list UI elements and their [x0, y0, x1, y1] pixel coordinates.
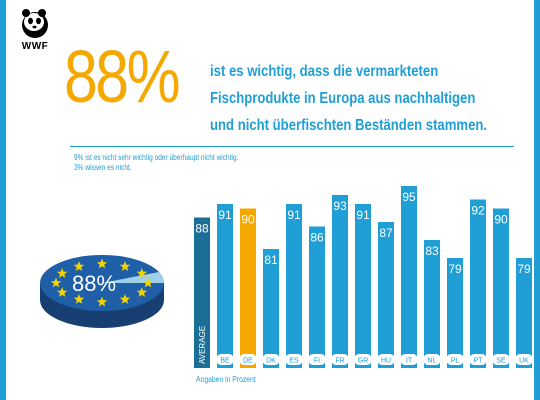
- note-dont-know: 3% wissen es nicht.: [74, 163, 132, 172]
- tick-pill-es: [285, 354, 303, 365]
- eu-star-icon: [136, 268, 148, 278]
- tick-pill-hu: [377, 354, 395, 365]
- bar-be: [217, 204, 233, 368]
- bar-pl: [447, 258, 463, 368]
- tick-pill-gr: [354, 354, 372, 365]
- tick-label-pt: PT: [474, 358, 484, 365]
- bar-value-pt: 92: [471, 204, 485, 218]
- eu-star-icon: [119, 261, 131, 271]
- bar-uk: [516, 258, 532, 368]
- panda-icon: [22, 9, 48, 38]
- tick-label-uk: UK: [519, 358, 529, 365]
- tick-pill-it: [400, 354, 418, 365]
- tick-pill-uk: [515, 354, 533, 365]
- bar-value-fr: 93: [333, 199, 347, 213]
- headline-text: ist es wichtig, dass die vermarkteten Fi…: [210, 58, 488, 139]
- eu-star-icon: [73, 261, 85, 271]
- bar-value-es: 91: [287, 208, 301, 222]
- bar-se: [493, 208, 509, 368]
- tick-pill-pt: [469, 354, 487, 365]
- bar-value-hu: 87: [379, 226, 393, 240]
- tick-pill-se: [492, 354, 510, 365]
- tick-label-fi: FI: [314, 358, 320, 365]
- bar-series: 88 AVERAGE 91 BE 90 DE 81 DK 91 ES 86 FI 93 FR 91 GR 87 H…: [194, 186, 533, 368]
- tick-label-be: BE: [220, 358, 230, 365]
- tick-label-dk: DK: [266, 358, 276, 365]
- bar-nl: [424, 240, 440, 368]
- bar-de: [240, 208, 256, 368]
- tick-pill-pl: [446, 354, 464, 365]
- bar-value-gr: 91: [356, 208, 370, 222]
- bar-hu: [378, 222, 394, 368]
- eu-star-icon: [56, 287, 68, 297]
- tick-pill-de: [239, 354, 257, 365]
- bar-dk: [263, 249, 279, 368]
- pie-label: 88%: [72, 271, 116, 296]
- bar-value-nl: 83: [425, 244, 439, 258]
- tick-pill-be: [216, 354, 234, 365]
- headline-line-2: Fischprodukte in Europa aus nachhaltigen: [210, 90, 476, 107]
- tick-label-gr: GR: [358, 358, 369, 365]
- wwf-logo: WWF: [18, 6, 52, 52]
- tick-label-nl: NL: [428, 358, 437, 365]
- tick-pill-fr: [331, 354, 349, 365]
- headline-percentage: 88%: [64, 35, 181, 118]
- source-label: Angaben in Prozent: [196, 375, 256, 384]
- eu-star-icon: [50, 277, 62, 288]
- tick-label-it: IT: [406, 358, 413, 365]
- eu-star-icon: [96, 258, 108, 269]
- bar-value-de: 90: [241, 213, 255, 227]
- eu-star-icon: [142, 277, 154, 288]
- divider: [70, 146, 514, 147]
- eu-star-icon: [56, 268, 68, 278]
- headline-line-1: ist es wichtig, dass die vermarkteten: [210, 63, 439, 80]
- bar-gr: [355, 204, 371, 368]
- left-accent-strip: [0, 0, 6, 400]
- headline-line-3: und nicht überfischten Beständen stammen…: [210, 117, 488, 134]
- tick-pill-fi: [308, 354, 326, 365]
- tick-pill-dk: [262, 354, 280, 365]
- bar-it: [401, 186, 417, 368]
- tick-pill-nl: [423, 354, 441, 365]
- bar-pt: [470, 199, 486, 368]
- tick-label-pl: PL: [451, 358, 460, 365]
- tick-label-es: ES: [289, 358, 299, 365]
- tick-label-se: SE: [496, 358, 506, 365]
- bar-es: [286, 204, 302, 368]
- bar-value-average: 88: [195, 222, 209, 236]
- tick-label-hu: HU: [381, 358, 391, 365]
- bar-value-fi: 86: [310, 231, 324, 245]
- eu-star-icon: [96, 296, 108, 307]
- eu-star-icon: [73, 294, 85, 304]
- bar-fi: [309, 226, 325, 368]
- tick-label-de: DE: [243, 358, 253, 365]
- bar-average: [194, 217, 210, 368]
- note-not-important: 9% ist es nicht sehr wichtig oder überha…: [74, 153, 239, 162]
- eu-stars: [50, 258, 154, 307]
- bar-value-dk: 81: [264, 253, 278, 267]
- right-accent-strip: [534, 0, 540, 400]
- eu-star-icon: [119, 294, 131, 304]
- wwf-logo-text: WWF: [21, 41, 49, 52]
- bar-value-uk: 79: [517, 262, 531, 276]
- bar-fr: [332, 195, 348, 368]
- bar-value-se: 90: [494, 213, 508, 227]
- bar-value-pl: 79: [448, 262, 462, 276]
- eu-star-icon: [136, 287, 148, 297]
- bar-value-it: 95: [402, 190, 416, 204]
- tick-label-average: AVERAGE: [198, 326, 207, 364]
- bar-value-be: 91: [218, 208, 232, 222]
- tick-label-fr: FR: [335, 358, 344, 365]
- eu-pie-chart: 88%: [40, 255, 164, 328]
